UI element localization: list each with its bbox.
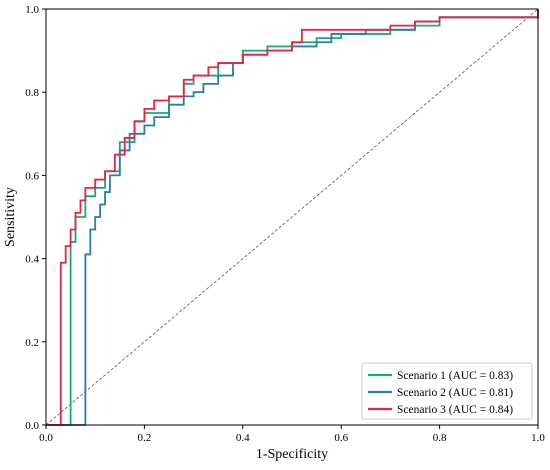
x-tick-label: 0.6 (334, 432, 348, 444)
legend-label-1: Scenario 1 (AUC = 0.83) (397, 370, 513, 382)
y-tick-label: 0.0 (25, 420, 39, 432)
x-axis-title: 1-Specificity (256, 447, 328, 462)
x-tick-label: 0.4 (236, 432, 250, 444)
reference-diagonal (45, 8, 539, 426)
y-axis-title: Sensitivity (3, 187, 18, 247)
axes-layer (45, 8, 539, 426)
x-tick-label: 0.8 (433, 432, 447, 444)
reference-line-layer (45, 8, 539, 426)
x-tick-label: 0.0 (39, 432, 53, 444)
series-line-3 (46, 9, 539, 426)
y-tick-label: 1.0 (25, 4, 39, 16)
legend-label-2: Scenario 2 (AUC = 0.81) (397, 387, 513, 399)
series-layer (46, 9, 539, 426)
y-tick-label: 0.6 (25, 170, 39, 182)
y-tick-label: 0.2 (25, 337, 39, 349)
legend-box (361, 362, 533, 420)
x-tick-label: 1.0 (531, 432, 545, 444)
y-tick-label: 0.8 (25, 87, 39, 99)
series-line-2 (46, 9, 539, 426)
legend: Scenario 1 (AUC = 0.83) Scenario 2 (AUC =… (361, 362, 533, 420)
ticks-layer: 0.0 0.2 0.4 0.6 0.8 1.0 0.0 0.2 0.4 0.6 0.8 1.0 (25, 4, 545, 444)
legend-label-3: Scenario 3 (AUC = 0.84) (397, 404, 513, 416)
y-tick-label: 0.4 (25, 254, 39, 266)
x-tick-label: 0.2 (138, 432, 152, 444)
